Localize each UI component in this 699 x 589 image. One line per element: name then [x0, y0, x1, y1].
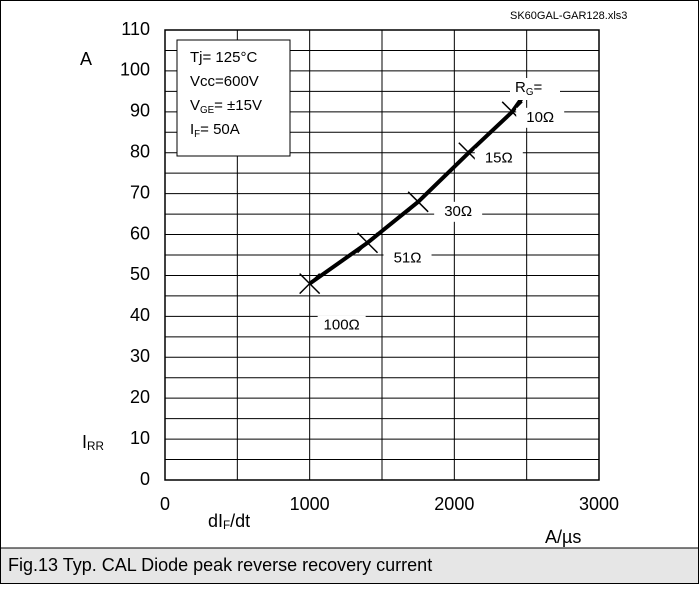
y-tick-label: 30	[130, 346, 150, 366]
x-tick-label: 1000	[290, 494, 330, 514]
y-tick-label: 70	[130, 182, 150, 202]
y-tick-label: 100	[120, 60, 150, 80]
y-unit: A	[80, 49, 92, 69]
x-tick-label: 3000	[579, 494, 619, 514]
condition: Vcc=600V	[190, 73, 259, 90]
label-bg	[317, 315, 366, 336]
condition-main: Tj= 125°C	[190, 49, 257, 66]
caption: Fig.13 Typ. CAL Diode peak reverse recov…	[8, 555, 432, 575]
point-label: 100Ω	[324, 317, 360, 334]
plot-border	[164, 29, 600, 481]
condition: VGE= ±15V	[190, 97, 262, 116]
point-label: 30Ω	[444, 203, 472, 220]
file-label: SK60GAL-GAR128.xls3	[510, 10, 627, 22]
y-axis-label-main: I	[82, 432, 87, 452]
y-tick-label: 110	[121, 19, 150, 39]
point-marker	[407, 191, 429, 213]
x-axis-label: dIF/dt	[208, 511, 250, 532]
y-axis-label-sub: RR	[87, 440, 104, 453]
caption-bar	[1, 548, 698, 583]
series-title-main: R	[515, 79, 526, 96]
point-label: 10Ω	[526, 109, 554, 126]
series-title-rest: =	[533, 79, 542, 96]
marker-cross	[407, 191, 429, 213]
x-axis-label-sub: F	[223, 519, 230, 532]
y-tick-label: 0	[140, 469, 150, 489]
point-marker	[299, 273, 321, 295]
label-bg	[383, 248, 432, 269]
condition-rest: = ±15V	[214, 97, 262, 114]
series-title-sub: G	[526, 87, 534, 98]
condition-main: Vcc=600V	[190, 73, 259, 90]
label-bg	[510, 78, 560, 100]
y-tick-label: 20	[130, 387, 150, 407]
condition-sub: F	[194, 129, 200, 140]
condition-main: I	[190, 121, 194, 138]
x-axis-label-rest: /dt	[230, 511, 250, 531]
x-tick-label: 0	[160, 494, 170, 514]
point-label: 51Ω	[394, 250, 422, 267]
y-tick-label: 90	[130, 101, 150, 121]
x-tick-label: 2000	[434, 494, 474, 514]
x-unit: A/µs	[545, 527, 581, 547]
x-axis-label-main: dI	[208, 511, 223, 531]
y-axis-label: IRR	[82, 432, 104, 453]
y-tick-label: 10	[130, 428, 150, 448]
marker-cross	[299, 273, 321, 295]
y-tick-label: 80	[130, 141, 150, 161]
condition: IF= 50A	[190, 121, 240, 140]
y-tick-label: 60	[130, 223, 150, 243]
point-marker	[357, 232, 379, 254]
label-bg	[434, 201, 483, 222]
marker-cross	[357, 232, 379, 254]
y-tick-label: 50	[130, 264, 150, 284]
condition-main: V	[190, 97, 200, 114]
conditions-box	[176, 39, 291, 157]
condition-sub: GE	[200, 105, 215, 116]
condition: Tj= 125°C	[190, 49, 257, 66]
condition-rest: = 50A	[200, 121, 240, 138]
point-label: 15Ω	[485, 150, 513, 167]
y-tick-label: 40	[130, 305, 150, 325]
series-title: RG=	[515, 79, 542, 98]
label-bg	[516, 107, 565, 128]
label-bg	[474, 148, 523, 169]
